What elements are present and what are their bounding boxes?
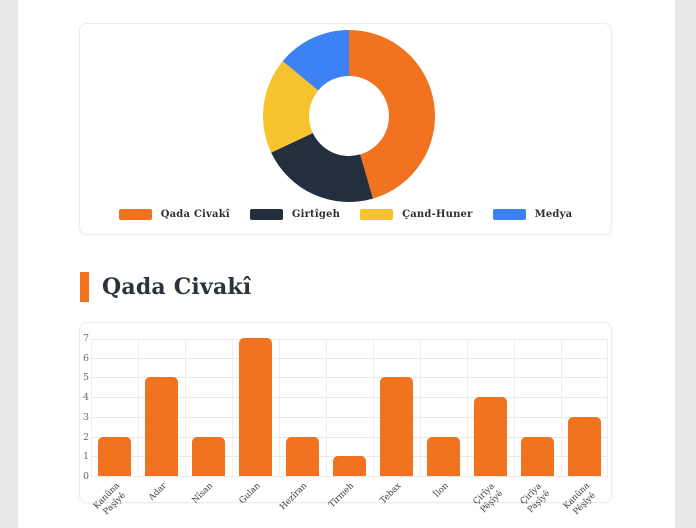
bar-Çirîya Pêşîyê[interactable] — [474, 397, 507, 476]
bar-Hezîran[interactable] — [286, 437, 319, 476]
gridline-vertical — [607, 339, 608, 477]
gridline-vertical — [185, 339, 186, 477]
donut-chart[interactable] — [262, 29, 436, 203]
legend-item-Qada Civakî[interactable]: Qada Civakî — [118, 209, 230, 220]
bar-Gulan[interactable] — [239, 338, 272, 476]
x-axis-tick-label: Tebax — [378, 481, 404, 506]
y-axis-tick-label: 2 — [82, 431, 89, 443]
gridline-vertical — [232, 339, 233, 477]
y-axis-tick-label: 3 — [82, 411, 89, 423]
y-axis-tick-label: 0 — [82, 471, 89, 482]
gridline-vertical — [514, 339, 515, 477]
legend-item-Medya[interactable]: Medya — [492, 209, 573, 220]
donut-segment-Çand-Huner[interactable] — [262, 61, 318, 153]
section-header: Qada Civakî — [80, 272, 251, 302]
x-axis-tick-label: Adar — [146, 481, 169, 503]
x-axis-tick-label: Çirîya Pêşîyê — [471, 481, 506, 515]
legend-swatch — [249, 209, 283, 220]
bar-Adar[interactable] — [145, 377, 178, 476]
page: Qada Civakî Girtîgeh Çand-Huner Medya Qada … — [18, 0, 675, 528]
x-axis-tick-label: Kanûna Pêşîyê — [561, 481, 598, 517]
x-axis-tick-label: Îlon — [431, 481, 451, 500]
bar-chart-plot-area — [91, 338, 608, 477]
bar-Tîrmeh[interactable] — [333, 456, 366, 476]
gridline-horizontal — [91, 476, 608, 477]
x-axis-tick-label: Tîrmeh — [327, 481, 357, 511]
gridline-vertical — [326, 339, 327, 477]
section-accent-bar — [80, 272, 89, 302]
y-axis-tick-label: 4 — [82, 392, 89, 404]
donut-segment-Qada Civakî[interactable] — [348, 30, 435, 199]
gridline-horizontal — [91, 377, 608, 379]
legend-swatch — [360, 209, 394, 220]
bar-chart-card: 0 1 2 3 4 5 6 7 Kanûna Paşîyê Adar Nîsan Gulan Hezî… — [79, 322, 612, 517]
bar-chart-y-axis: 0 1 2 3 4 5 6 7 — [80, 334, 89, 482]
gridline-horizontal — [91, 416, 608, 418]
donut-segment-Girtîgeh[interactable] — [270, 133, 373, 203]
gridline-vertical — [373, 339, 374, 477]
x-axis-tick-label: Çirîya Paşîyê — [518, 481, 553, 515]
gridline-vertical — [420, 339, 421, 477]
bar-Kanûna Pêşîyê[interactable] — [568, 417, 601, 476]
legend-item-Girtîgeh[interactable]: Girtîgeh — [249, 209, 341, 220]
legend-swatch — [492, 209, 526, 220]
gridline-vertical — [91, 339, 92, 477]
gridline-vertical — [561, 339, 562, 477]
bar-Nîsan[interactable] — [192, 437, 225, 476]
gridline-vertical — [138, 339, 139, 477]
bar-Tebax[interactable] — [380, 377, 413, 476]
donut-chart-card: Qada Civakî Girtîgeh Çand-Huner Medya — [79, 23, 612, 235]
legend-swatch — [118, 209, 152, 220]
x-axis-tick-label: Nîsan — [190, 481, 216, 506]
y-axis-tick-label: 5 — [82, 372, 89, 384]
x-axis-tick-label: Kanûna Paşîyê — [91, 481, 128, 517]
legend-label: Medya — [534, 209, 573, 220]
x-axis-tick-label: Gulan — [237, 481, 263, 507]
gridline-horizontal — [91, 339, 608, 340]
section-title: Qada Civakî — [102, 274, 252, 300]
gridline-vertical — [467, 339, 468, 477]
bar-Îlon[interactable] — [427, 437, 460, 476]
donut-legend: Qada Civakî Girtîgeh Çand-Huner Medya — [80, 209, 611, 220]
gridline-horizontal — [91, 436, 608, 438]
legend-item-Çand-Huner[interactable]: Çand-Huner — [360, 209, 472, 220]
legend-label: Çand-Huner — [402, 209, 473, 220]
legend-label: Qada Civakî — [160, 209, 230, 220]
y-axis-tick-label: 6 — [82, 352, 89, 364]
bar-Çirîya Paşîyê[interactable] — [521, 437, 554, 476]
bar-chart-x-axis: Kanûna Paşîyê Adar Nîsan Gulan Hezîran Tîrmeh… — [91, 478, 608, 517]
gridline-horizontal — [91, 357, 608, 359]
legend-label: Girtîgeh — [291, 209, 341, 220]
donut-segment-Medya[interactable] — [282, 30, 349, 91]
bar-Kanûna Paşîyê[interactable] — [98, 437, 131, 476]
y-axis-tick-label: 7 — [82, 333, 89, 344]
gridline-vertical — [279, 339, 280, 477]
y-axis-tick-label: 1 — [82, 451, 89, 463]
x-axis-tick-label: Hezîran — [278, 481, 310, 513]
gridline-horizontal — [91, 397, 608, 399]
